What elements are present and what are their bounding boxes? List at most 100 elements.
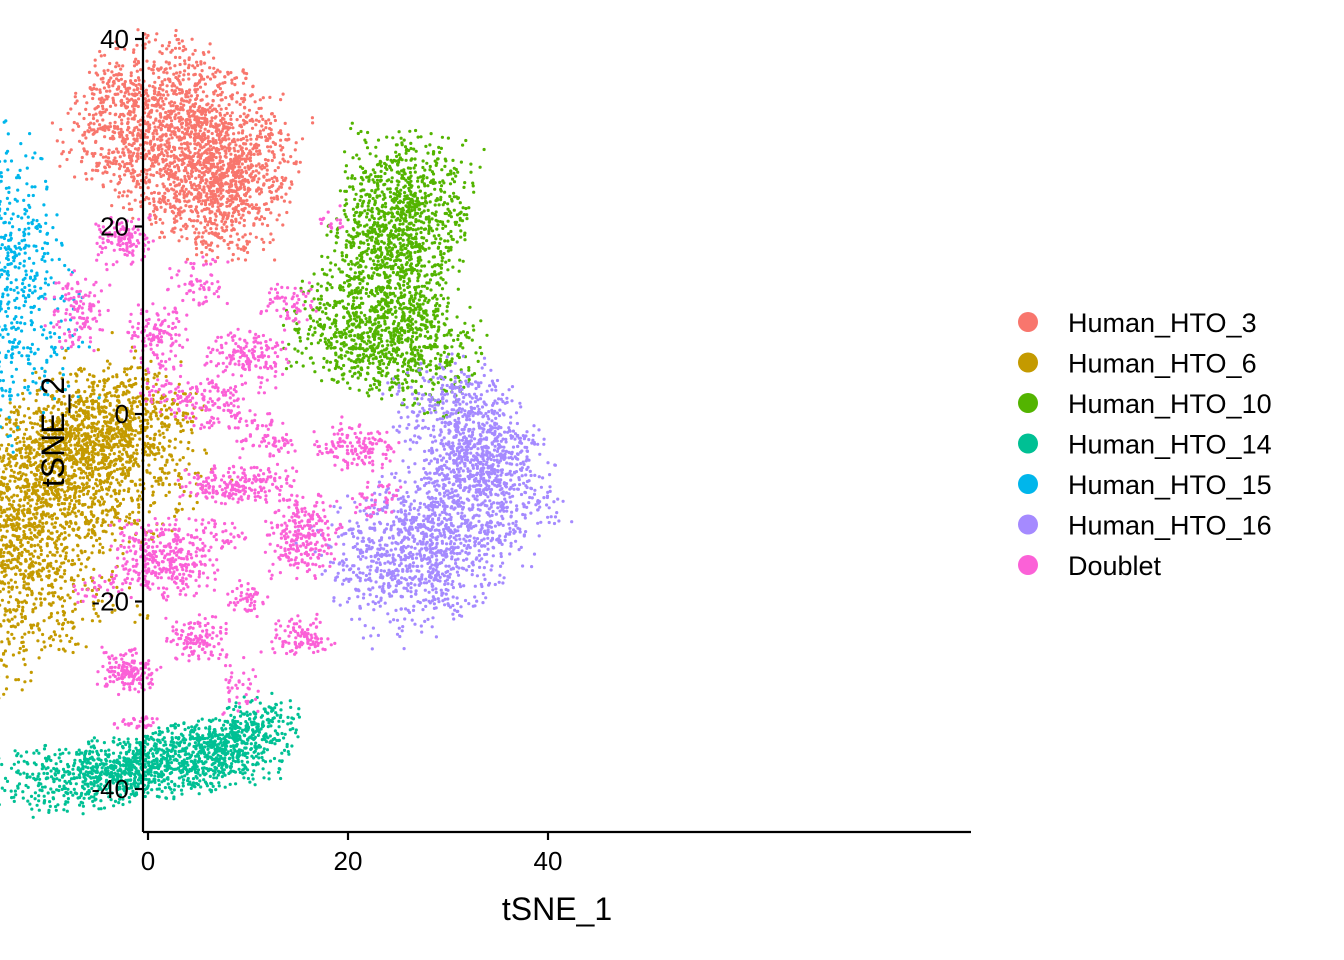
data-point — [130, 71, 133, 74]
data-point — [279, 98, 282, 101]
data-point — [170, 150, 173, 153]
data-point — [244, 246, 247, 249]
data-point — [224, 152, 227, 155]
data-point — [267, 118, 270, 121]
data-point — [274, 119, 277, 122]
data-point — [113, 470, 116, 473]
data-point — [31, 560, 34, 563]
data-point — [203, 121, 206, 124]
data-point — [214, 89, 217, 92]
data-point — [252, 170, 255, 173]
data-point — [60, 532, 63, 535]
data-point — [255, 236, 258, 239]
data-point — [10, 579, 13, 582]
data-point — [203, 226, 206, 229]
data-point — [77, 574, 80, 577]
data-point — [51, 517, 54, 520]
data-point — [118, 73, 121, 76]
data-point — [40, 515, 43, 518]
data-point — [107, 156, 110, 159]
data-point — [98, 111, 101, 114]
data-point — [161, 222, 164, 225]
data-point — [130, 172, 133, 175]
data-point — [179, 228, 182, 231]
data-point — [168, 483, 171, 486]
data-point — [73, 444, 76, 447]
data-point — [105, 513, 108, 516]
data-point — [254, 123, 257, 126]
data-point — [258, 218, 261, 221]
data-point — [119, 155, 122, 158]
data-point — [189, 142, 192, 145]
data-point — [249, 138, 252, 141]
data-point — [123, 95, 126, 98]
data-point — [84, 565, 87, 568]
data-point — [116, 127, 119, 130]
data-point — [173, 116, 176, 119]
data-point — [166, 189, 169, 192]
data-point — [256, 189, 259, 192]
data-point — [100, 524, 103, 527]
data-point — [192, 507, 195, 510]
data-point — [267, 149, 270, 152]
data-point — [127, 472, 130, 475]
data-point — [244, 170, 247, 173]
data-point — [72, 651, 75, 654]
data-point — [92, 493, 95, 496]
data-point — [161, 52, 164, 55]
data-point — [121, 113, 124, 116]
data-point — [74, 643, 77, 646]
data-point — [1, 483, 4, 486]
data-point — [230, 241, 233, 244]
data-point — [122, 190, 125, 193]
data-point — [229, 158, 232, 161]
data-point — [138, 478, 141, 481]
data-point — [34, 371, 37, 374]
data-point — [227, 214, 230, 217]
data-point — [238, 176, 241, 179]
data-point — [19, 471, 22, 474]
data-point — [244, 258, 247, 261]
data-point — [161, 124, 164, 127]
data-point — [41, 567, 44, 570]
data-point — [25, 428, 28, 431]
data-point — [240, 248, 243, 251]
data-point — [169, 155, 172, 158]
data-point — [210, 166, 213, 169]
data-point — [110, 521, 113, 524]
data-point — [241, 150, 244, 153]
data-point — [233, 77, 236, 80]
data-point — [108, 90, 111, 93]
data-point — [229, 118, 232, 121]
data-point — [155, 171, 158, 174]
data-point — [202, 90, 205, 93]
data-point — [160, 151, 163, 154]
data-point — [113, 82, 116, 85]
data-point — [165, 90, 168, 93]
data-point — [114, 121, 117, 124]
data-point — [73, 511, 76, 514]
data-point — [73, 625, 76, 628]
data-point — [233, 83, 236, 86]
data-point — [206, 196, 209, 199]
data-point — [231, 93, 234, 96]
data-point — [63, 498, 66, 501]
data-point — [84, 172, 87, 175]
data-point — [249, 94, 252, 97]
data-point — [196, 64, 199, 67]
data-point — [11, 558, 14, 561]
data-point — [207, 130, 210, 133]
data-point — [102, 81, 105, 84]
data-point — [102, 183, 105, 186]
data-point — [99, 503, 102, 506]
data-point — [184, 128, 187, 131]
data-point — [288, 187, 291, 190]
data-point — [81, 618, 84, 621]
data-point — [14, 573, 17, 576]
data-point — [219, 70, 222, 73]
data-point — [133, 177, 136, 180]
data-point — [168, 41, 171, 44]
data-point — [137, 431, 140, 434]
data-point — [159, 168, 162, 171]
data-point — [102, 551, 105, 554]
